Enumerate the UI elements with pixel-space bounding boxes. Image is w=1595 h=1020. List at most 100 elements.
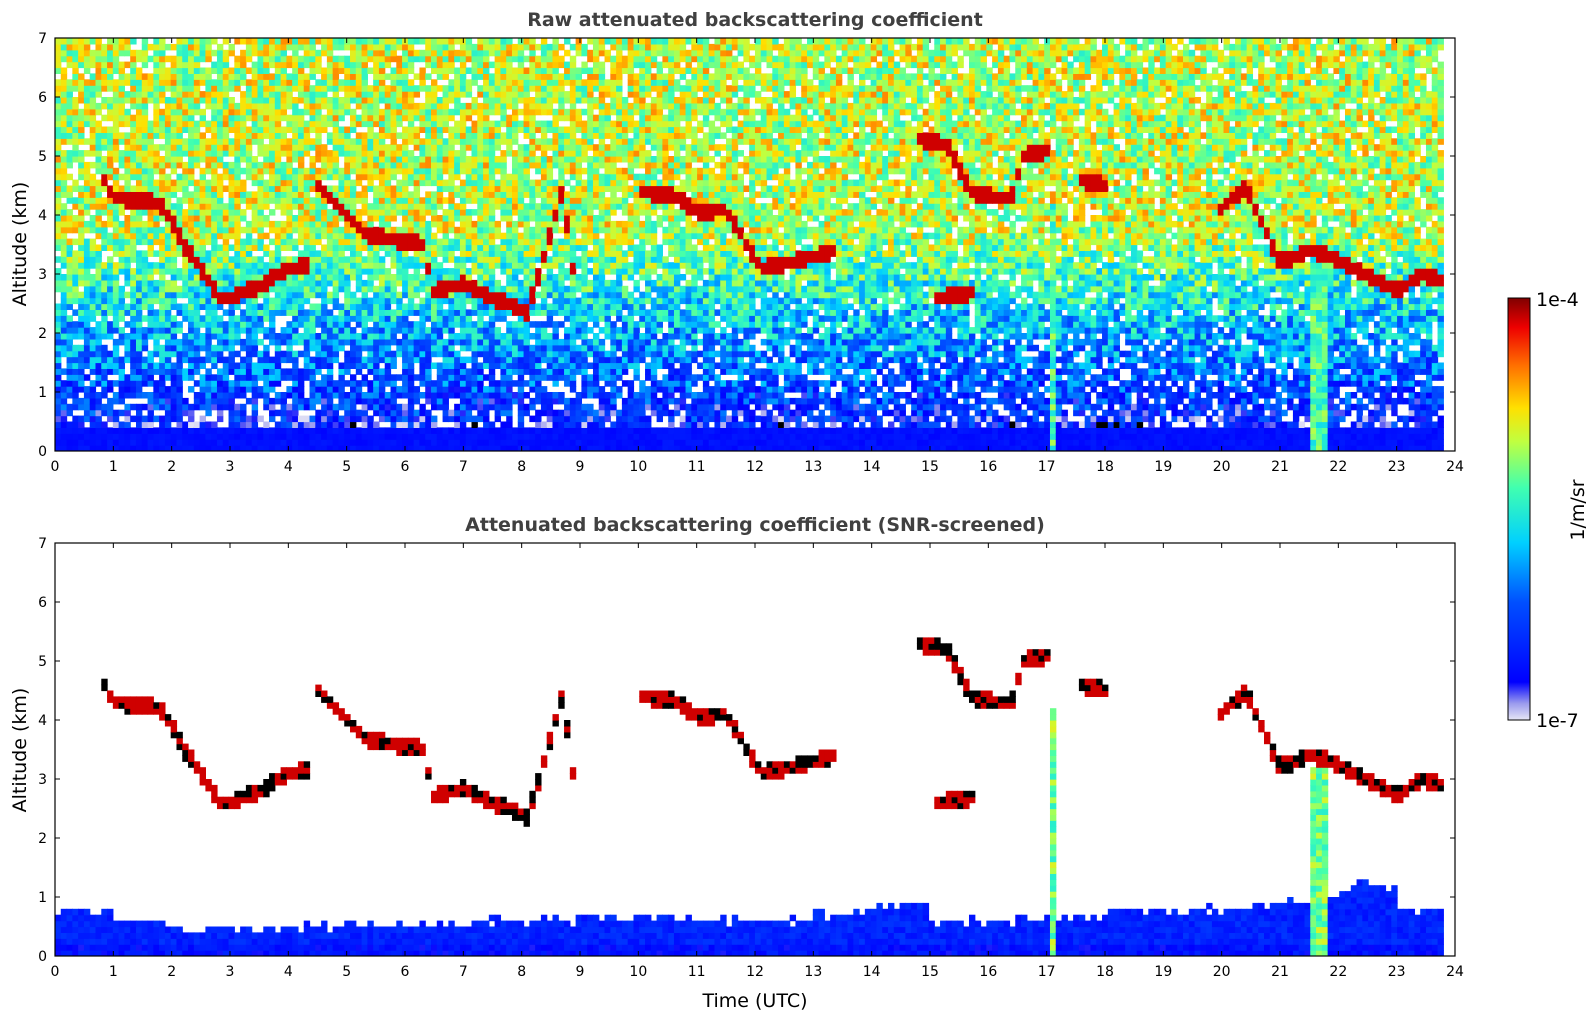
raw-cell	[378, 197, 386, 204]
raw-cell	[286, 197, 293, 204]
raw-cell	[286, 374, 293, 381]
raw-cell	[89, 102, 97, 110]
raw-cell	[355, 362, 363, 369]
raw-cell	[141, 268, 149, 275]
raw-cell	[55, 427, 62, 434]
raw-cell	[176, 61, 183, 69]
raw-cell	[269, 126, 276, 133]
raw-cell	[332, 209, 340, 216]
raw-cell	[205, 386, 212, 393]
raw-cell	[390, 309, 397, 316]
raw-cell	[60, 173, 68, 181]
raw-cell	[222, 362, 230, 369]
raw-cell	[390, 297, 397, 305]
raw-cell	[164, 262, 172, 269]
raw-cell	[500, 167, 507, 175]
raw-cell	[234, 126, 241, 133]
raw-cell	[309, 262, 316, 269]
raw-cell	[78, 362, 85, 369]
raw-cell	[164, 156, 172, 163]
raw-cell	[436, 85, 444, 92]
raw-cell	[130, 309, 137, 316]
raw-cell	[263, 49, 270, 57]
raw-cell	[303, 167, 311, 175]
raw-cell	[297, 238, 305, 246]
raw-cell	[373, 167, 380, 175]
raw-cell	[459, 156, 467, 163]
raw-cell	[245, 427, 253, 434]
raw-cell	[72, 256, 79, 263]
raw-cell	[159, 232, 166, 240]
raw-cell	[483, 215, 490, 222]
raw-cell	[141, 79, 149, 86]
raw-cell	[245, 344, 253, 352]
raw-cell	[477, 274, 484, 281]
raw-cell	[182, 397, 189, 405]
raw-cell	[188, 161, 195, 169]
raw-cell	[234, 185, 241, 192]
raw-cell	[164, 386, 172, 393]
raw-cell	[164, 350, 172, 358]
raw-cell	[506, 73, 513, 80]
raw-cell	[511, 220, 519, 228]
raw-cell	[118, 262, 126, 269]
raw-cell	[517, 362, 525, 369]
raw-cell	[164, 356, 172, 364]
raw-cell	[159, 285, 166, 293]
raw-cell	[251, 97, 259, 104]
raw-cell	[170, 321, 178, 328]
raw-cell	[494, 144, 502, 151]
raw-cell	[506, 179, 513, 187]
raw-cell	[72, 285, 79, 293]
raw-cell	[459, 108, 467, 116]
raw-cell	[350, 197, 357, 204]
raw-cell	[101, 445, 108, 451]
raw-cell	[344, 85, 351, 92]
raw-cell	[83, 433, 91, 440]
raw-cell	[407, 126, 415, 133]
raw-cell	[182, 439, 189, 446]
raw-cell	[280, 303, 287, 310]
raw-cell	[141, 315, 149, 322]
raw-cell	[454, 415, 461, 423]
raw-cell	[228, 85, 235, 92]
raw-cell	[245, 97, 253, 104]
raw-cell	[454, 97, 461, 104]
raw-cell	[263, 38, 270, 45]
raw-cell	[107, 73, 114, 80]
raw-cell	[344, 61, 351, 69]
raw-cell	[506, 38, 513, 45]
raw-cell	[511, 156, 519, 163]
raw-cell	[459, 415, 467, 423]
raw-cell	[303, 173, 311, 181]
raw-cell	[112, 445, 120, 451]
raw-cell	[153, 114, 160, 122]
raw-cell	[135, 132, 143, 139]
raw-cell	[199, 421, 206, 428]
raw-cell	[407, 362, 415, 369]
raw-cell	[332, 256, 340, 263]
raw-cell	[159, 38, 166, 45]
raw-cell	[361, 321, 368, 328]
raw-cell	[315, 173, 322, 181]
raw-cell	[124, 262, 131, 269]
raw-cell	[205, 79, 212, 86]
raw-cell	[211, 197, 218, 204]
raw-cell	[83, 374, 91, 381]
raw-cell	[483, 73, 490, 80]
raw-cell	[442, 220, 449, 228]
raw-cell	[280, 268, 287, 275]
raw-cell	[216, 73, 224, 80]
raw-cell	[286, 256, 293, 263]
raw-cell	[448, 362, 455, 369]
raw-cell	[315, 268, 322, 275]
raw-cell	[361, 38, 368, 45]
raw-cell	[494, 49, 502, 57]
raw-cell	[112, 315, 120, 322]
raw-cell	[78, 297, 85, 305]
raw-cell	[471, 97, 478, 104]
raw-cell	[477, 285, 484, 293]
raw-cell	[78, 150, 85, 157]
raw-cell	[228, 356, 235, 364]
raw-cell	[66, 150, 73, 157]
